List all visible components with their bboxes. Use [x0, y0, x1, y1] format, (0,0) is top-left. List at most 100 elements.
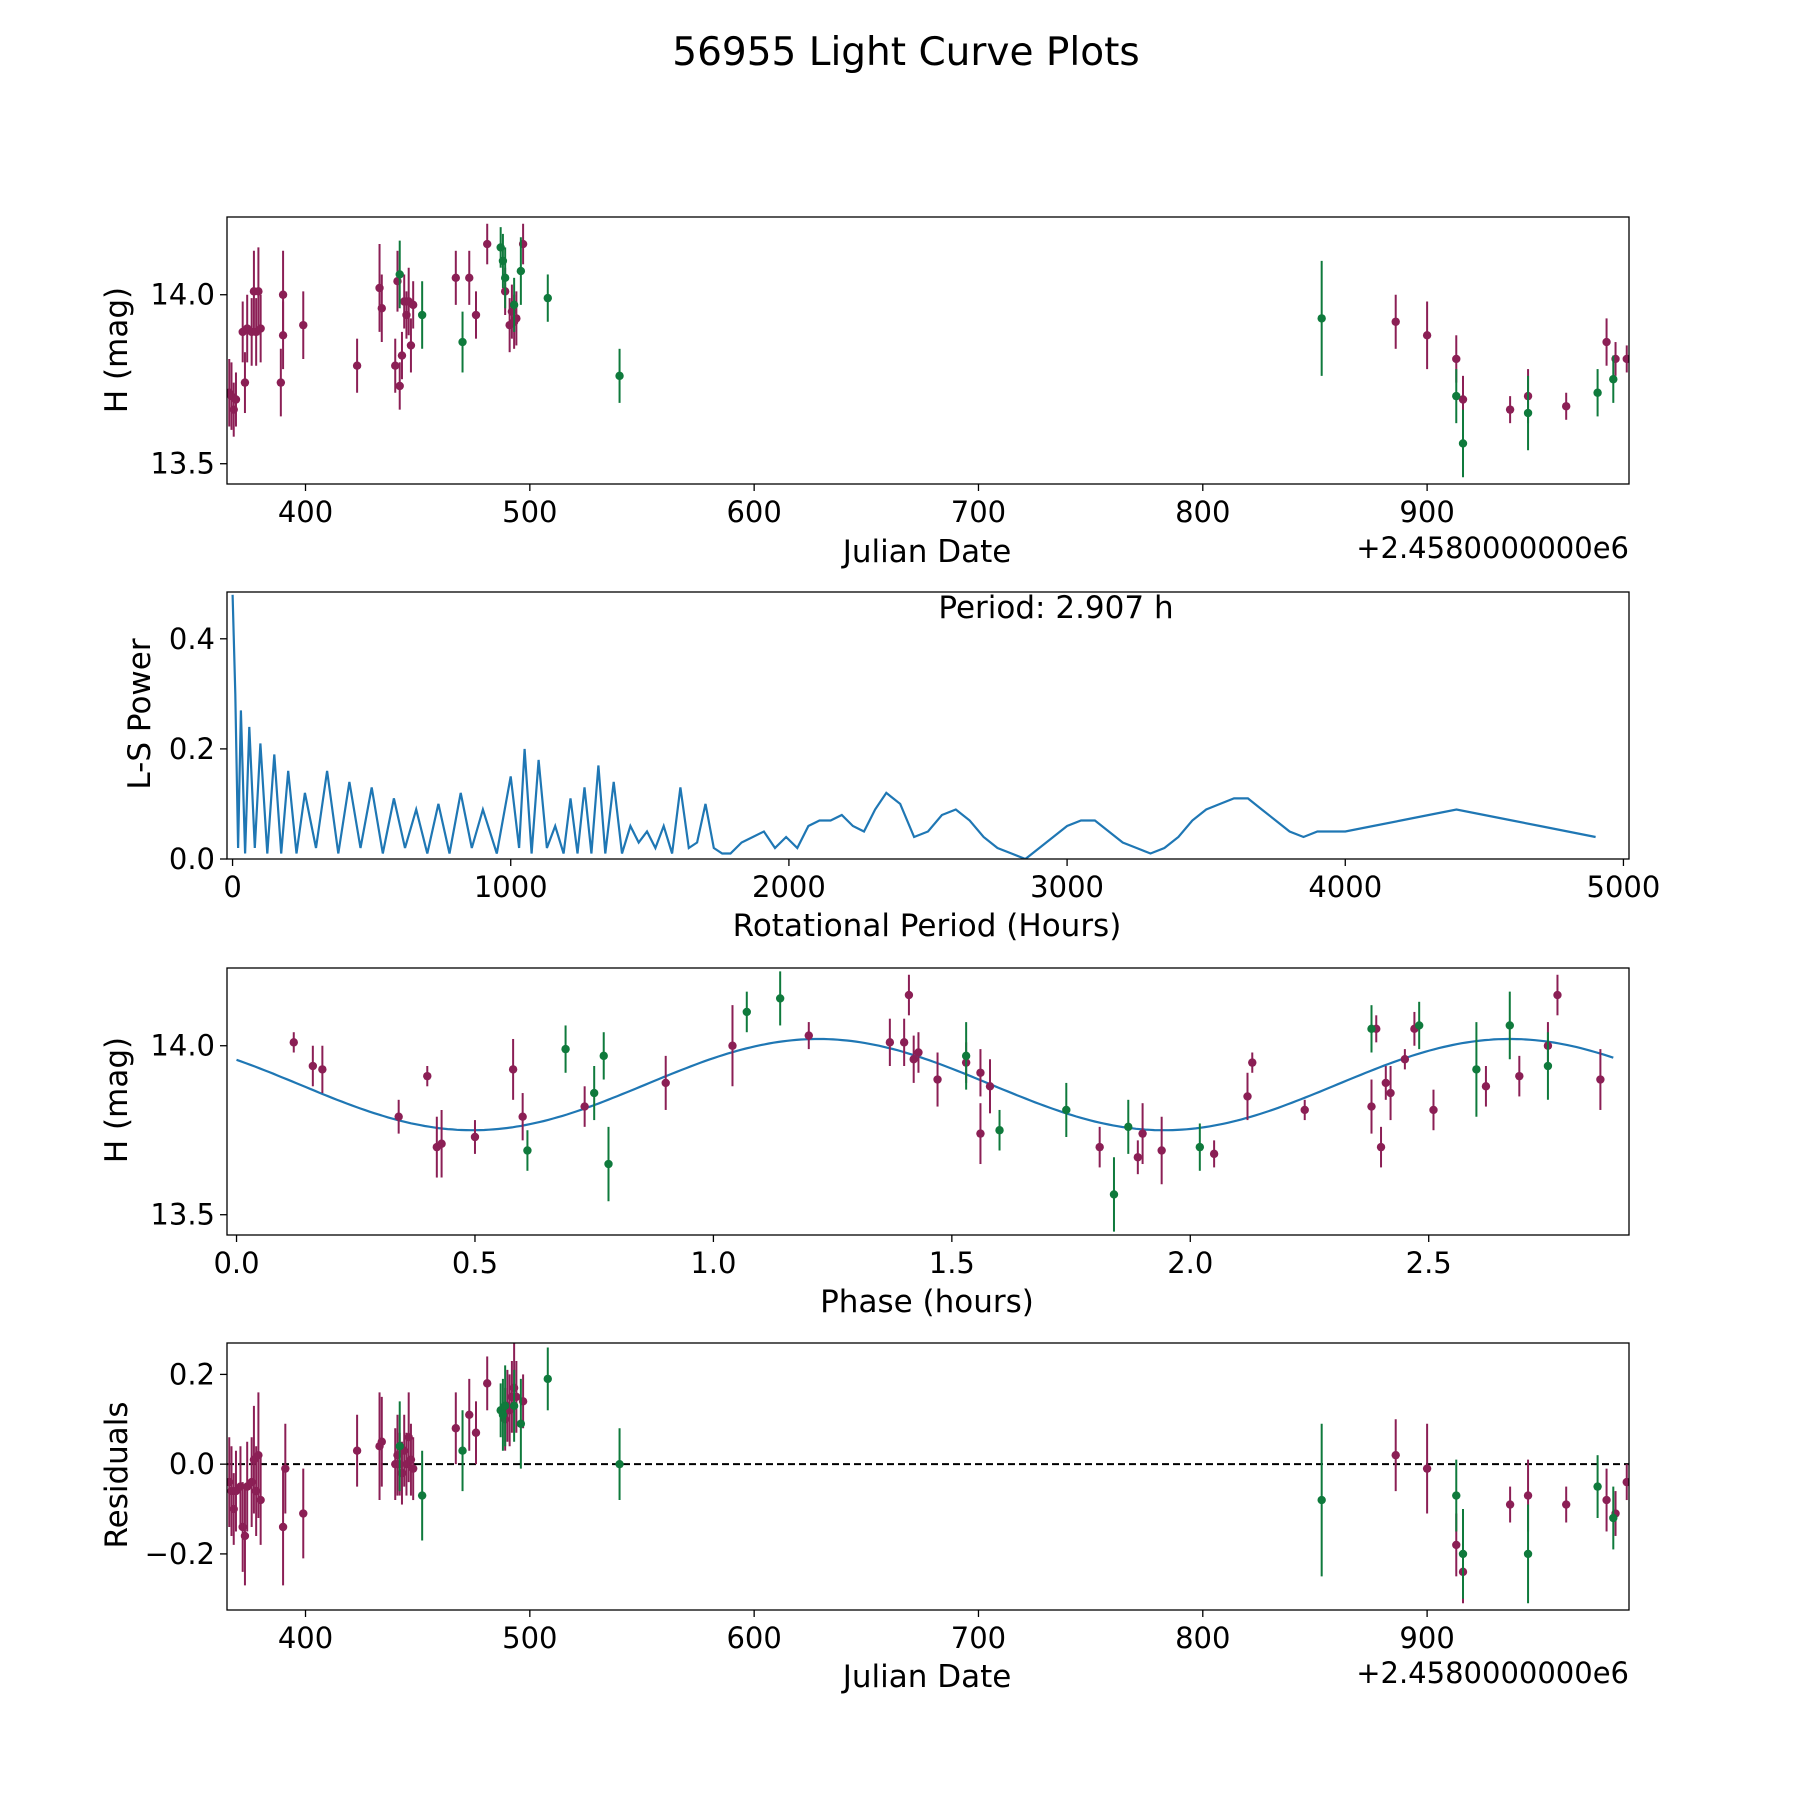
- point-marker: [1195, 1142, 1205, 1152]
- point-marker: [1609, 1513, 1618, 1523]
- point-marker: [1452, 354, 1461, 364]
- data-point: [1109, 1157, 1119, 1232]
- point-marker: [1138, 1129, 1147, 1138]
- point-marker: [417, 1491, 427, 1500]
- data-point: [1400, 1049, 1410, 1070]
- point-marker: [995, 1126, 1004, 1135]
- point-marker: [1157, 1146, 1166, 1155]
- point-marker: [1243, 1092, 1252, 1101]
- point-marker: [1062, 1105, 1071, 1115]
- data-point: [1543, 1032, 1553, 1100]
- data-point: [1593, 1455, 1602, 1519]
- point-marker: [775, 994, 785, 1003]
- point-marker: [1429, 1105, 1438, 1115]
- point-marker: [278, 331, 288, 340]
- point-marker: [976, 1129, 985, 1138]
- data-point: [437, 1109, 446, 1178]
- data-point: [1472, 1022, 1481, 1117]
- point-marker: [394, 1112, 403, 1121]
- phase-fold-xlabel: Phase (hours): [820, 1284, 1034, 1320]
- point-marker: [1124, 1122, 1133, 1132]
- data-point: [543, 274, 552, 322]
- data-point: [465, 250, 474, 305]
- data-point: [471, 291, 481, 339]
- x-tick-label: 400: [278, 1621, 333, 1655]
- data-point: [1391, 1419, 1400, 1492]
- data-point: [518, 1093, 527, 1141]
- data-point: [961, 1022, 971, 1090]
- data-point: [561, 1025, 570, 1073]
- y-tick-label: 13.5: [150, 447, 215, 481]
- data-point: [589, 1066, 599, 1121]
- data-point: [394, 1099, 403, 1134]
- point-marker: [1452, 1491, 1461, 1500]
- point-marker: [1602, 1495, 1611, 1505]
- data-point: [417, 281, 427, 349]
- point-marker: [1400, 1055, 1410, 1064]
- y-tick-label: 14.0: [150, 1029, 215, 1063]
- point-marker: [1300, 1105, 1309, 1115]
- point-marker: [1561, 1500, 1571, 1509]
- data-point: [256, 1455, 265, 1545]
- data-point: [728, 1005, 737, 1087]
- y-tick-label: 0.0: [169, 842, 215, 876]
- point-marker: [1391, 1450, 1400, 1460]
- point-marker: [1481, 1082, 1491, 1091]
- point-marker: [1367, 1102, 1376, 1111]
- data-point: [483, 223, 492, 265]
- x-tick-label: 600: [726, 495, 781, 529]
- point-marker: [395, 381, 404, 391]
- data-point: [500, 247, 510, 309]
- point-marker: [1593, 1482, 1602, 1491]
- data-point: [1596, 1049, 1605, 1110]
- x-tick-label: 2000: [752, 870, 826, 904]
- point-marker: [615, 1459, 624, 1469]
- point-marker: [543, 293, 552, 303]
- data-point: [1609, 355, 1618, 403]
- point-marker: [377, 304, 386, 313]
- point-marker: [508, 1065, 518, 1074]
- point-marker: [318, 1065, 327, 1074]
- y-tick-label: 14.0: [150, 278, 215, 312]
- point-marker: [308, 1061, 318, 1071]
- x-tick-label: 700: [951, 495, 1006, 529]
- point-marker: [1209, 1149, 1219, 1159]
- data-point: [278, 1468, 288, 1586]
- green-filter-series: [395, 1347, 1618, 1604]
- point-marker: [256, 324, 265, 333]
- data-point: [933, 1052, 942, 1107]
- point-marker: [1622, 354, 1629, 364]
- data-point: [1622, 345, 1629, 373]
- point-marker: [1386, 1088, 1395, 1098]
- data-point: [395, 362, 404, 410]
- y-tick-label: 0.2: [169, 732, 215, 766]
- data-point: [352, 338, 362, 393]
- data-point: [1458, 409, 1468, 478]
- data-point: [516, 1378, 526, 1469]
- light-curve-xlabel: Julian Date: [841, 534, 1012, 570]
- data-point: [1523, 375, 1533, 451]
- light-curve-panel: H (mag) Julian Date +2.4580000000e6 400 5…: [99, 216, 1630, 570]
- point-marker: [904, 990, 914, 1000]
- data-point: [465, 1378, 474, 1451]
- point-marker: [1414, 1021, 1424, 1030]
- data-point: [914, 1032, 923, 1073]
- phase-fold-panel: H (mag) Phase (hours) 0.0 0.5 1.0 1.5 2.0 2.5…: [99, 967, 1630, 1320]
- point-marker: [1505, 405, 1515, 414]
- data-point: [775, 971, 785, 1026]
- point-marker: [1317, 1495, 1326, 1505]
- data-point: [661, 1055, 670, 1110]
- data-point: [523, 1130, 532, 1171]
- point-marker: [299, 1509, 308, 1518]
- point-marker: [352, 361, 362, 370]
- red-filter-series: [227, 1343, 1629, 1604]
- x-tick-label: 900: [1399, 495, 1454, 529]
- data-point: [1414, 1001, 1424, 1050]
- point-marker: [516, 1419, 526, 1428]
- point-marker: [1472, 1065, 1481, 1074]
- data-point: [1481, 1066, 1491, 1107]
- data-point: [985, 1059, 995, 1114]
- data-point: [1429, 1089, 1438, 1131]
- x-tick-label: 5000: [1587, 870, 1661, 904]
